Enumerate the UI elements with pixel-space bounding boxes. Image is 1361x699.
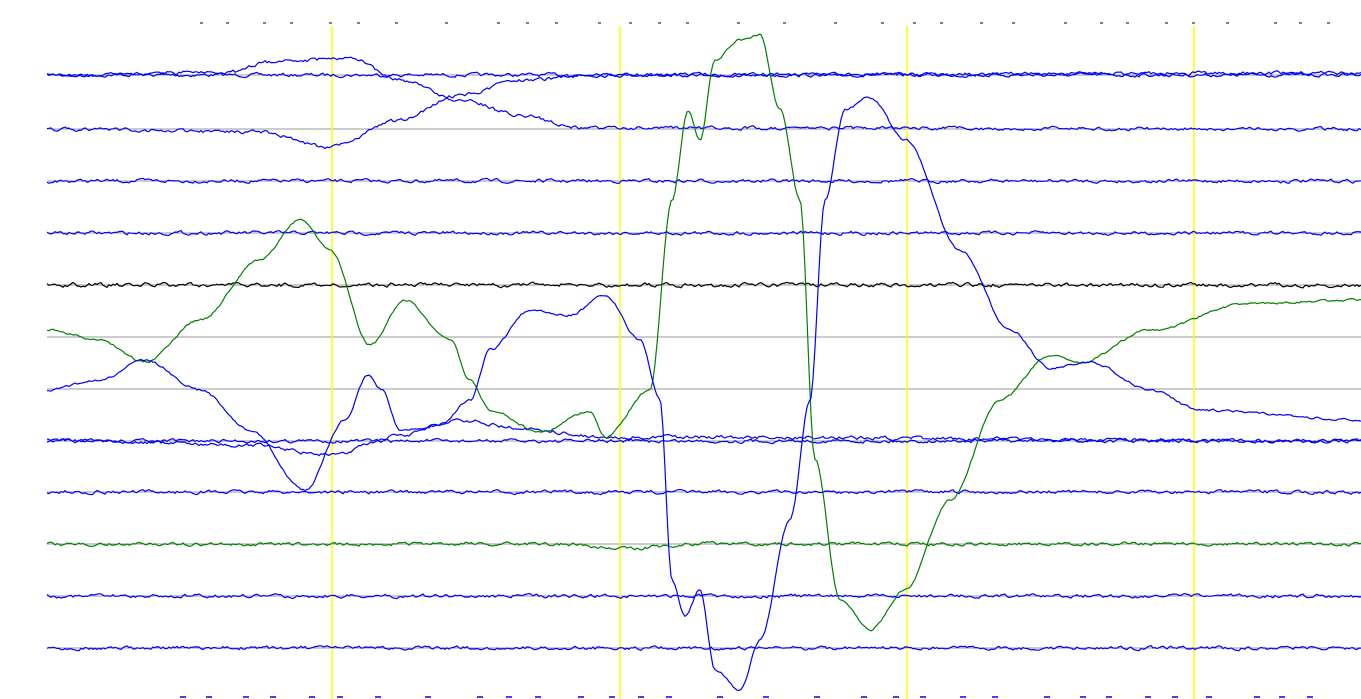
trace — [46, 70, 1361, 150]
trace — [46, 592, 1361, 600]
trace — [46, 417, 1361, 457]
trace — [46, 281, 1361, 289]
trace — [46, 33, 1361, 632]
trace — [46, 644, 1361, 652]
trace — [46, 540, 1361, 551]
trace — [46, 488, 1361, 496]
time-markers — [331, 26, 1195, 699]
trace — [46, 96, 1361, 692]
trace — [46, 71, 1361, 79]
trace — [46, 177, 1361, 185]
traces — [46, 22, 1361, 698]
trace — [46, 229, 1361, 237]
